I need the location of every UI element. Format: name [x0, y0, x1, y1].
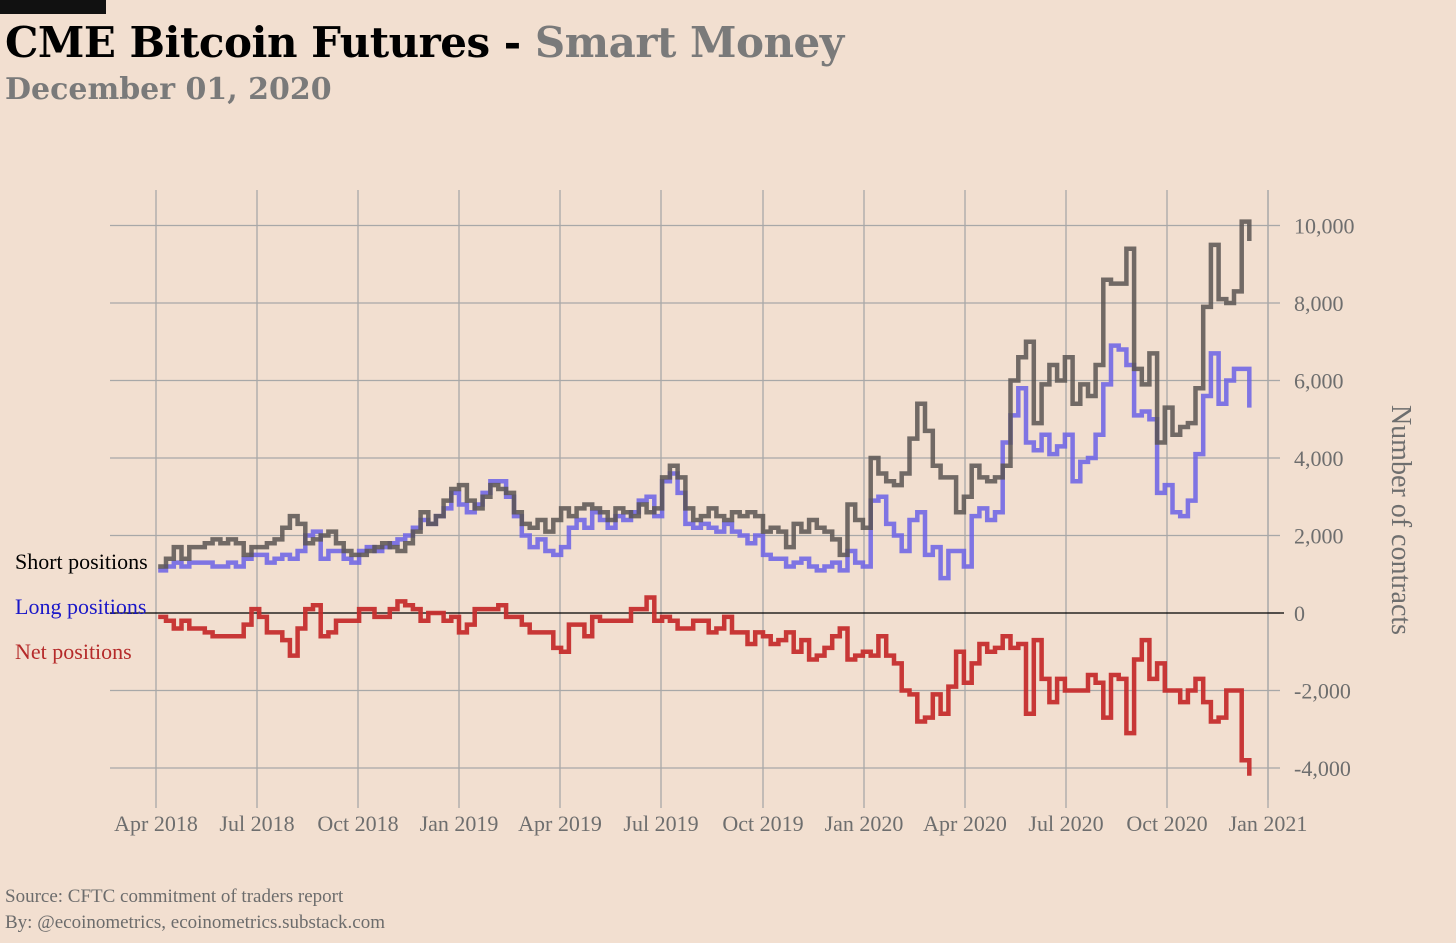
x-tick-label: Oct 2019	[722, 811, 803, 836]
source-note: Source: CFTC commitment of traders repor…	[5, 886, 344, 907]
chart-title: CME Bitcoin Futures - Smart Money	[5, 18, 844, 67]
y-tick-label: -2,000	[1294, 679, 1351, 704]
y-tick-label: 0	[1294, 601, 1305, 626]
x-tick-label: Jul 2020	[1028, 811, 1103, 836]
x-tick-label: Oct 2020	[1126, 811, 1207, 836]
legend-net-positions: Net positions	[15, 639, 132, 664]
x-tick-label: Apr 2020	[923, 811, 1007, 836]
x-tick-label: Jul 2018	[219, 811, 294, 836]
x-tick-label: Jan 2020	[825, 811, 904, 836]
y-tick-label: 2,000	[1294, 524, 1344, 549]
byline: By: @ecoinometrics, ecoinometrics.substa…	[5, 912, 385, 933]
x-tick-label: Jan 2019	[420, 811, 499, 836]
x-tick-label: Oct 2018	[317, 811, 398, 836]
y-gridlines	[110, 190, 1280, 800]
net-positions-line	[158, 595, 1252, 776]
x-tick-label: Apr 2018	[114, 811, 198, 836]
chart-title-accent: Smart Money	[534, 18, 844, 67]
x-tick-labels: Apr 2018 Jul 2018 Oct 2018 Jan 2019 Apr 2019…	[114, 811, 1307, 836]
long-positions-line	[158, 343, 1252, 581]
y-tick-label: 6,000	[1294, 369, 1344, 394]
legend-short-positions: Short positions	[15, 549, 148, 574]
y-tick-labels: -4,000 -2,000 0 2,000 4,000 6,000 8,000 10,000	[1294, 214, 1355, 782]
x-tick-label: Jan 2021	[1229, 811, 1308, 836]
x-tick-label: Apr 2019	[518, 811, 602, 836]
y-tick-label: 8,000	[1294, 291, 1344, 316]
short-positions-line	[158, 219, 1252, 569]
y-tick-label: -4,000	[1294, 756, 1351, 781]
footer: Source: CFTC commitment of traders repor…	[5, 884, 385, 936]
legend-long-positions: Long positions	[15, 594, 147, 619]
series-group	[158, 219, 1252, 776]
y-tick-label: 4,000	[1294, 446, 1344, 471]
top-accent-bar	[0, 0, 106, 14]
y-tick-label: 10,000	[1294, 214, 1355, 239]
y-axis-label: Number of contracts	[1385, 405, 1416, 635]
chart-title-main: CME Bitcoin Futures -	[5, 18, 535, 67]
chart-subtitle: December 01, 2020	[5, 72, 332, 107]
x-tick-label: Jul 2019	[623, 811, 698, 836]
